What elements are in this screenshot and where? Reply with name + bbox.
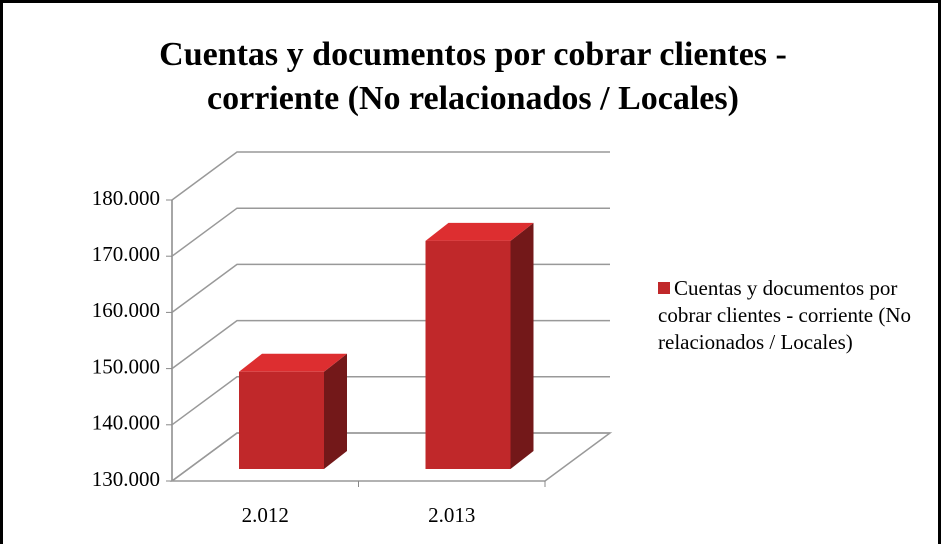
x-tick-label: 2.012 [242,503,289,527]
grid-line [171,319,610,370]
y-tick-label: 160.000 [92,298,160,322]
grid-line [171,207,610,257]
chart-title: Cuentas y documentos por cobrar clientes… [159,36,787,117]
bar [425,240,511,469]
bar [239,371,324,469]
floor [169,432,613,482]
legend-swatch [658,282,670,294]
y-tick-label: 140.000 [92,411,160,435]
bar-top [239,353,347,372]
bar-side [324,353,347,469]
grid-line [171,263,610,314]
y-tick-label: 180.000 [92,186,160,210]
x-tick-label: 2.013 [428,503,475,527]
grid-line [171,151,610,201]
legend-label: Cuentas y documentos por cobrar clientes… [658,276,912,354]
y-tick-label: 130.000 [92,467,160,491]
bar-top [425,222,534,241]
chart: 130.000 140.000 150.000 160.000 170.000 180.0… [92,151,613,527]
grid-line [171,432,610,482]
y-tick-label: 170.000 [92,242,160,266]
y-tick-label: 150.000 [92,354,160,378]
legend: Cuentas y documentos por cobrar clientes… [658,275,928,356]
bar-side [510,222,534,469]
grid-line [171,376,610,426]
